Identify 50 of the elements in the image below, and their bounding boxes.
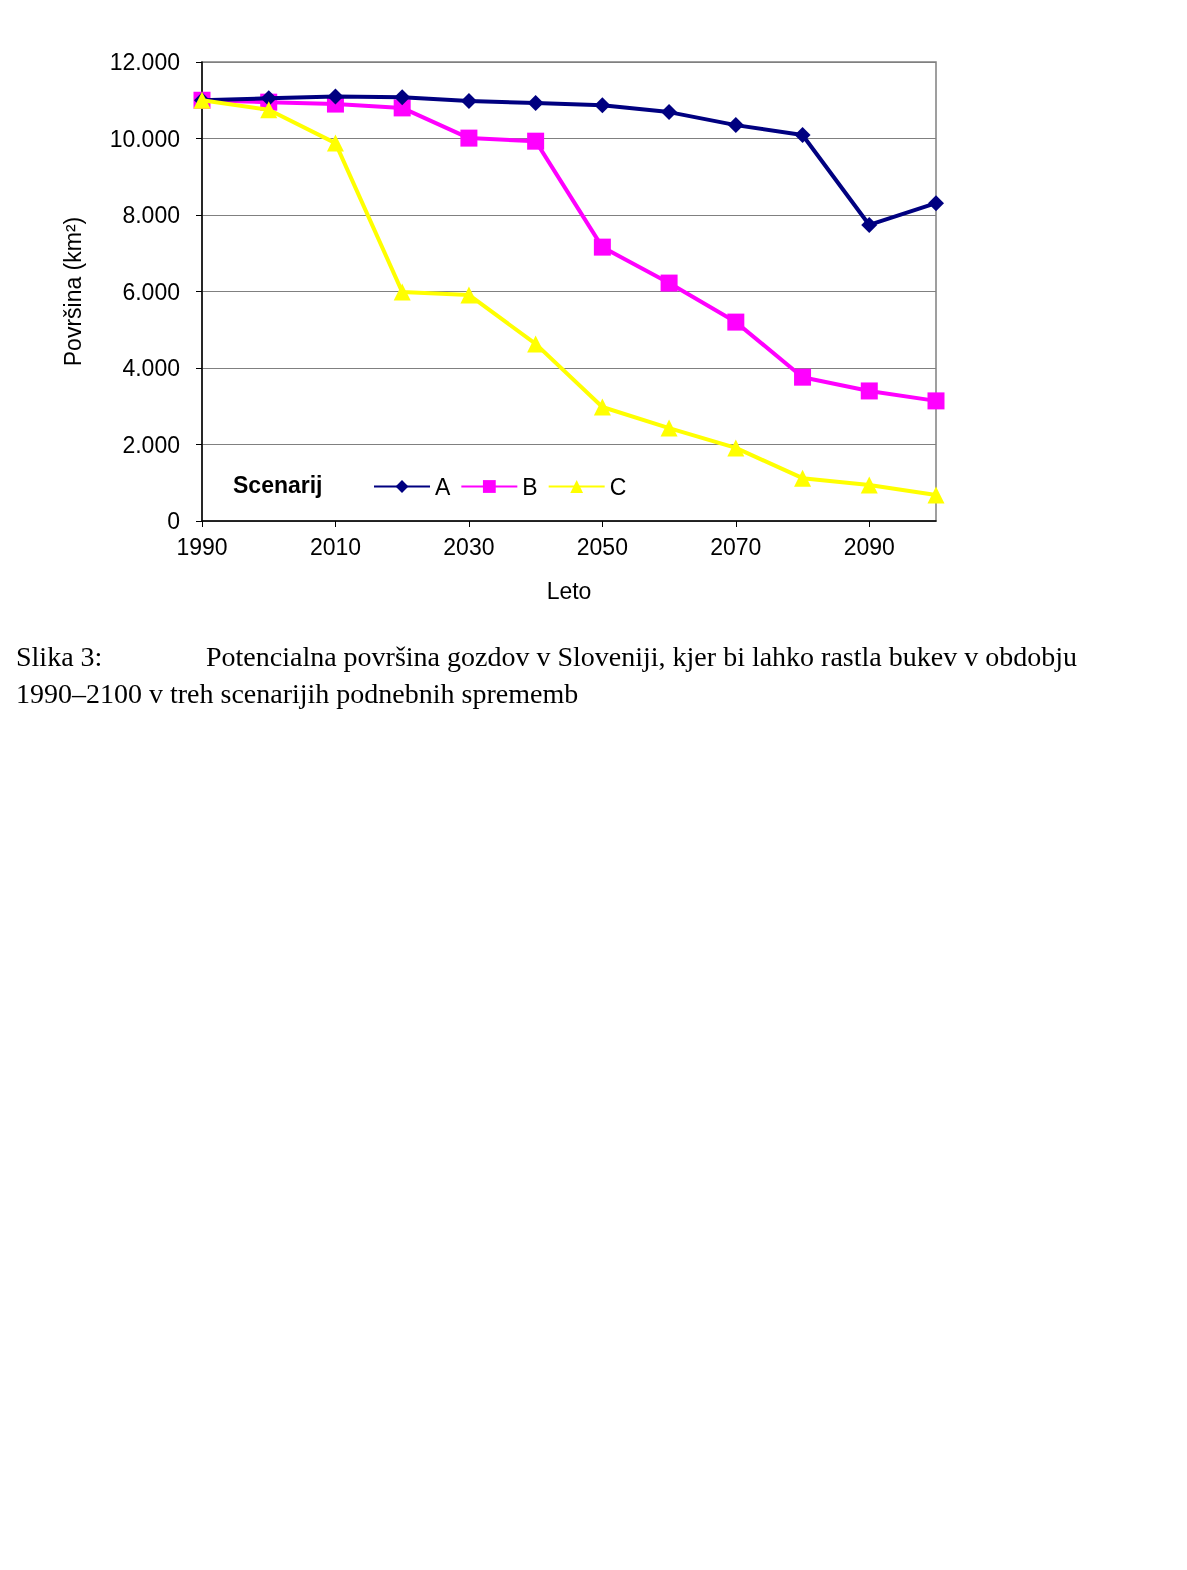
point [527, 335, 545, 353]
point [928, 195, 944, 212]
point [794, 127, 811, 144]
y-tick-label: 4.000 [122, 355, 180, 381]
x-tick-label: 2050 [576, 533, 628, 560]
point [394, 89, 411, 106]
y-tick-label: 10.000 [109, 125, 180, 152]
point [727, 439, 745, 457]
point [861, 216, 878, 233]
y-axis-title: Površina (km²) [59, 216, 86, 367]
y-tick-label: 12.000 [109, 49, 180, 75]
point [860, 382, 878, 400]
x-tick-label: 2010 [309, 533, 362, 560]
point [594, 97, 611, 114]
point [593, 398, 611, 416]
x-tick-label: 2090 [843, 533, 895, 560]
legend-label: B [522, 473, 538, 500]
point [660, 274, 678, 292]
legend-title: Scenarij [233, 471, 323, 498]
point [860, 476, 878, 494]
point [393, 283, 411, 301]
point [326, 134, 344, 152]
point [727, 313, 745, 331]
point [660, 419, 678, 437]
point [927, 392, 945, 410]
point [661, 104, 678, 121]
x-tick-label: 2070 [710, 533, 762, 560]
point [460, 93, 477, 110]
y-tick-label: 2.000 [122, 431, 180, 458]
point [460, 286, 478, 304]
y-tick-label: 0 [167, 508, 180, 534]
legend-label: A [435, 473, 451, 500]
y-tick-label: 8.000 [122, 202, 180, 228]
y-tick-label: 6.000 [122, 278, 180, 305]
point [794, 368, 812, 386]
point [260, 90, 277, 107]
x-axis-title: Leto [546, 577, 592, 604]
point [593, 238, 611, 256]
point [327, 88, 344, 105]
legend-label: C [609, 473, 627, 500]
point [260, 101, 278, 119]
point [460, 129, 478, 147]
point [527, 94, 544, 111]
text: Slika 3: Potencialna površina gozdov v Sloveniji, kjer bi lahko rastla bukev v obdobju 1990–2100 v treh scenarijih podnebnih sprememb [16, 640, 1078, 711]
x-tick-label: 2030 [443, 533, 495, 560]
x-tick-label: 1990 [176, 533, 228, 560]
point [794, 469, 812, 487]
point [527, 132, 545, 150]
point [727, 117, 744, 134]
point [927, 486, 945, 504]
